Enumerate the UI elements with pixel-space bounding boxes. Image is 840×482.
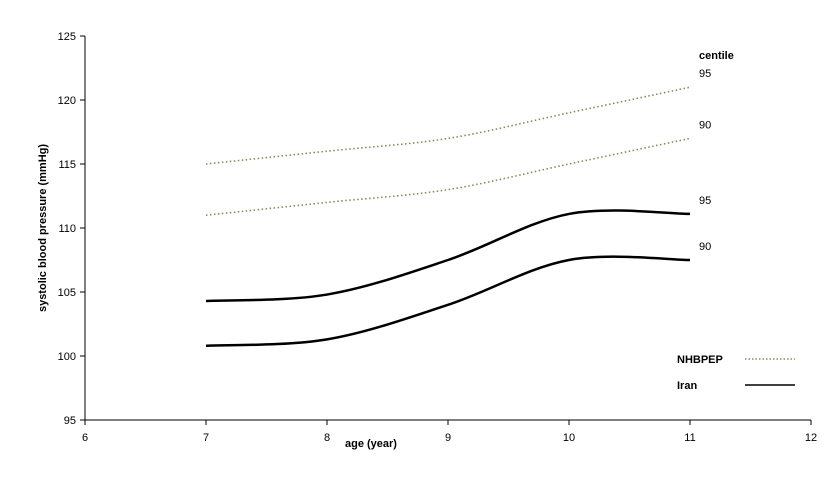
y-tick-label: 110 <box>58 223 76 235</box>
centile-label: 95 <box>699 68 711 80</box>
y-tick-label: 105 <box>58 287 76 299</box>
axes: 95 100 105 110 115 120 125 6 7 8 9 10 11 12 <box>58 31 817 444</box>
x-tick-label: 12 <box>805 432 817 444</box>
series-line-iran-95 <box>205 209 691 303</box>
y-tick-label: 115 <box>58 159 76 171</box>
legend: NHBPEP Iran <box>677 354 795 392</box>
x-axis-title: age (year) <box>345 438 397 450</box>
legend-title: centile <box>699 50 734 62</box>
y-tick-label: 95 <box>64 415 76 427</box>
x-tick-label: 7 <box>203 432 209 444</box>
centile-label: 90 <box>699 241 711 253</box>
legend-label: NHBPEP <box>677 354 723 366</box>
x-tick-label: 11 <box>684 432 695 444</box>
series-layer <box>205 86 691 348</box>
y-tick-label: 100 <box>58 351 76 363</box>
series-line-nhbpep-95 <box>205 86 691 165</box>
centile-label: 95 <box>699 195 711 207</box>
series-line-iran-90 <box>205 255 691 348</box>
y-axis-title: systolic blood pressure (mmHg) <box>37 144 49 312</box>
legend-label: Iran <box>677 380 697 392</box>
x-tick-label: 9 <box>445 432 451 444</box>
x-tick-label: 8 <box>324 432 330 444</box>
labels-layer: 95 90 95 90 <box>699 68 711 253</box>
y-tick-label: 125 <box>58 31 76 43</box>
series-line-nhbpep-90 <box>205 137 691 216</box>
x-tick-label: 6 <box>82 432 88 444</box>
x-tick-label: 10 <box>563 432 575 444</box>
y-tick-label: 120 <box>58 95 76 107</box>
centile-label: 90 <box>699 119 711 131</box>
